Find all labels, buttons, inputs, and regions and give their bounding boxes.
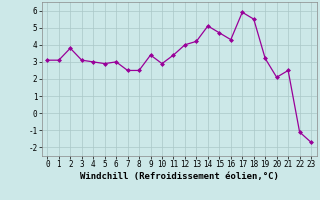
X-axis label: Windchill (Refroidissement éolien,°C): Windchill (Refroidissement éolien,°C) xyxy=(80,172,279,181)
